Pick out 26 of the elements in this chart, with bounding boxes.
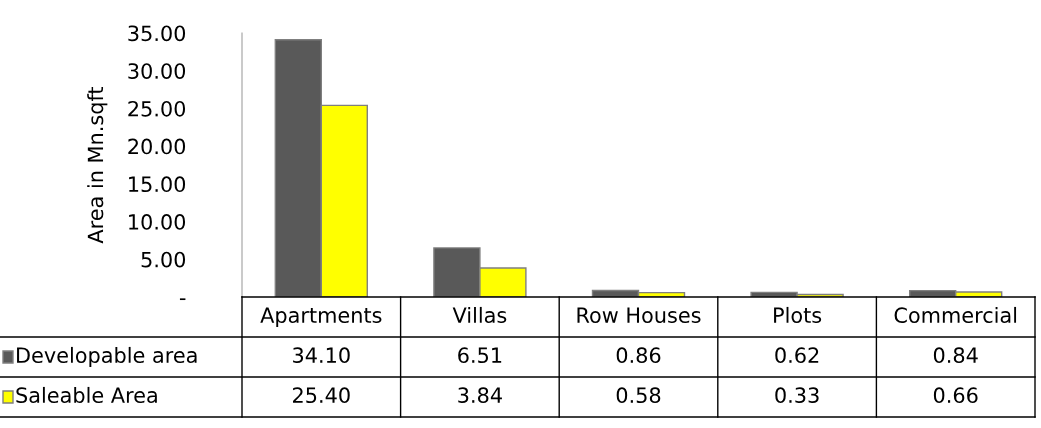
data-label: 0.58: [616, 387, 661, 404]
y-tick-label: 5.00: [141, 251, 186, 268]
y-tick-label: 10.00: [129, 214, 186, 230]
y-tick-label: 20.00: [128, 138, 186, 155]
data-label: 0.86: [616, 347, 661, 364]
data-label: 34.10: [293, 347, 350, 364]
y-tick-label: 35.00: [128, 25, 186, 42]
data-label: 0.66: [933, 387, 978, 404]
data-label: 0.33: [775, 387, 819, 404]
y-axis-title: Area in Mn.sqft: [87, 86, 108, 244]
x-tick-label: Row Houses: [577, 307, 701, 324]
x-tick-label: Villas: [452, 306, 507, 324]
data-label: 6.51: [458, 347, 502, 364]
data-label: 0.84: [933, 347, 978, 364]
y-tick-label: 30.00: [128, 63, 186, 79]
x-tick-label: Plots: [774, 306, 822, 324]
y-tick-label: 15.00: [129, 176, 186, 193]
y-tick-label: -: [179, 298, 186, 301]
data-label: 25.40: [293, 387, 350, 404]
data-label: 0.62: [775, 347, 819, 364]
y-tick-label: 25.00: [128, 100, 186, 117]
data-label: 3.84: [458, 387, 502, 404]
x-tick-label: Apartments: [260, 307, 382, 328]
x-tick-label: Commercial: [894, 306, 1017, 324]
legend-label: Saleable Area: [16, 386, 157, 404]
legend-label: Developable area: [17, 346, 197, 368]
